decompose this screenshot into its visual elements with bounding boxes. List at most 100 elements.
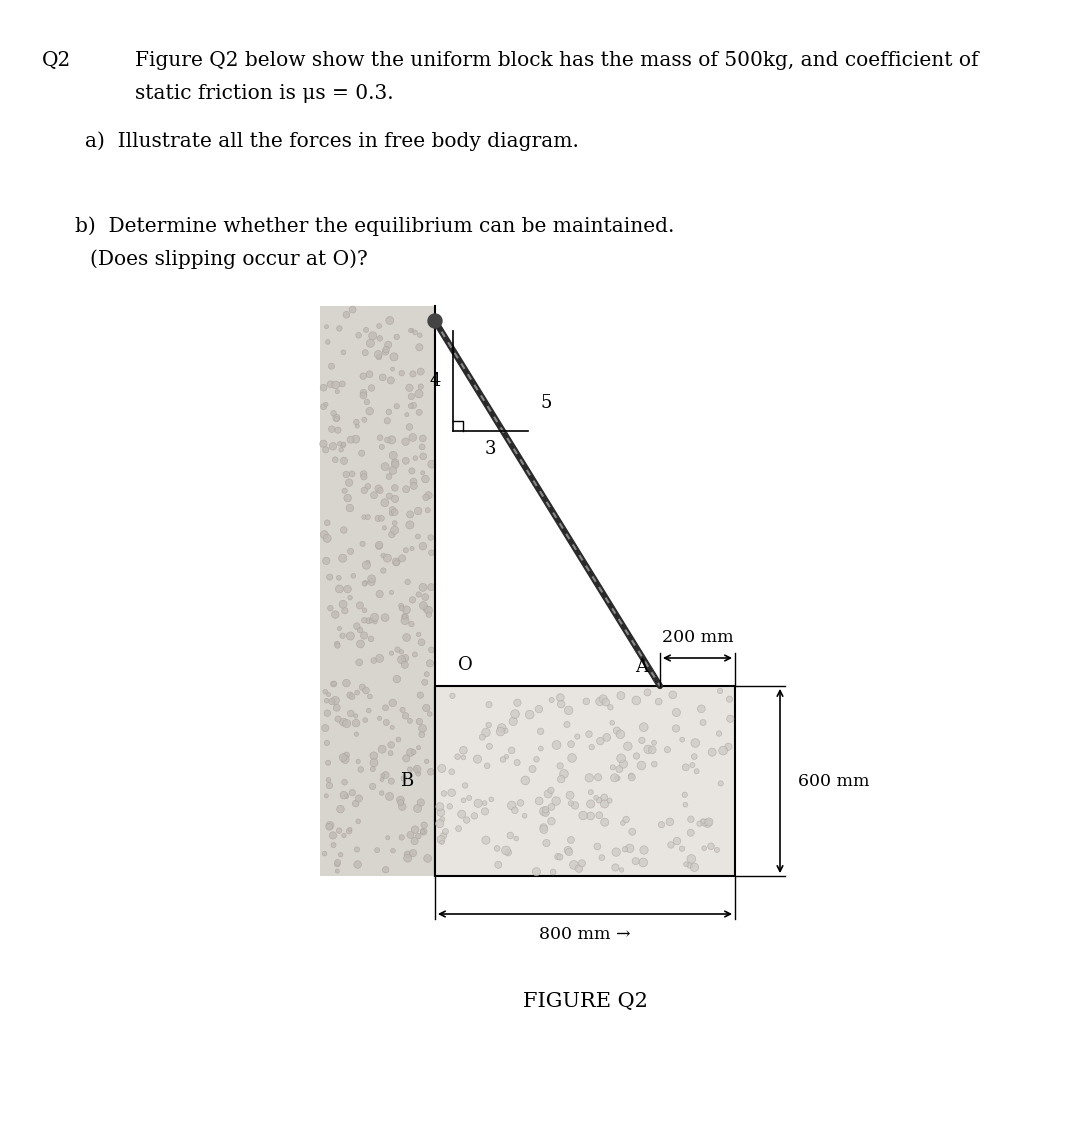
Point (361, 402, 378, 420)
Point (381, 787, 399, 805)
Point (335, 786, 352, 804)
Point (644, 741, 661, 759)
Point (382, 772, 400, 791)
Point (635, 853, 652, 871)
Point (340, 822, 357, 841)
Point (395, 769, 413, 787)
Point (528, 862, 545, 880)
Point (356, 601, 374, 619)
Point (399, 573, 416, 591)
Point (509, 753, 526, 771)
Point (552, 757, 569, 775)
Point (350, 326, 367, 344)
Point (542, 782, 559, 800)
Point (591, 791, 608, 809)
Point (349, 855, 366, 874)
Point (383, 501, 401, 519)
Point (326, 451, 343, 469)
Point (370, 536, 388, 554)
Point (390, 730, 407, 749)
Point (563, 735, 580, 753)
Point (388, 670, 405, 688)
Point (507, 705, 524, 724)
Point (352, 635, 369, 653)
Point (433, 759, 450, 777)
Point (512, 794, 529, 812)
Point (374, 437, 391, 456)
Point (393, 599, 410, 617)
Point (553, 770, 570, 788)
Point (498, 747, 515, 766)
Point (474, 728, 491, 746)
Point (504, 712, 522, 730)
Point (393, 797, 410, 816)
Point (386, 513, 403, 532)
Point (432, 830, 449, 849)
Point (328, 699, 346, 717)
Point (388, 398, 405, 416)
Point (349, 417, 366, 435)
Point (683, 850, 700, 868)
Point (615, 813, 632, 832)
Point (348, 617, 365, 635)
Point (623, 822, 640, 841)
Point (377, 343, 394, 361)
Point (377, 609, 394, 627)
Point (508, 829, 525, 847)
Point (365, 753, 382, 771)
Point (444, 687, 461, 705)
Point (410, 712, 428, 730)
Circle shape (428, 314, 442, 328)
Point (559, 841, 577, 859)
Point (327, 376, 345, 394)
Point (386, 521, 403, 540)
Text: b)  Determine whether the equilibrium can be maintained.: b) Determine whether the equilibrium can… (75, 216, 674, 235)
Point (397, 541, 415, 559)
Point (349, 841, 366, 859)
Point (381, 311, 399, 329)
Point (382, 744, 400, 762)
Point (476, 802, 494, 820)
Point (414, 726, 431, 744)
Point (325, 404, 342, 423)
Point (318, 441, 335, 459)
Point (489, 855, 507, 874)
Point (565, 855, 582, 874)
Point (332, 435, 349, 453)
Point (418, 752, 435, 770)
Point (324, 826, 341, 844)
Point (383, 644, 401, 662)
Point (341, 499, 359, 517)
Text: 5: 5 (540, 394, 552, 412)
Point (415, 822, 432, 841)
Point (494, 719, 511, 737)
Point (431, 797, 448, 816)
Point (415, 578, 432, 596)
Point (406, 645, 423, 663)
Point (419, 501, 436, 519)
Point (610, 760, 627, 778)
Bar (435, 686, 735, 876)
Text: O: O (458, 655, 472, 674)
Point (455, 791, 472, 809)
Point (423, 641, 441, 659)
Point (404, 428, 421, 446)
Point (374, 741, 391, 759)
Point (366, 612, 383, 630)
Point (337, 751, 354, 769)
Point (667, 703, 685, 721)
Point (415, 448, 432, 466)
Point (396, 611, 414, 629)
Point (532, 722, 550, 741)
Point (712, 775, 729, 793)
Point (321, 818, 338, 836)
Point (318, 552, 335, 570)
Point (326, 605, 343, 624)
Point (380, 468, 397, 486)
Point (696, 840, 713, 858)
Point (608, 843, 625, 861)
Point (537, 804, 554, 822)
Point (330, 579, 348, 598)
Point (393, 828, 410, 846)
Point (349, 684, 366, 702)
